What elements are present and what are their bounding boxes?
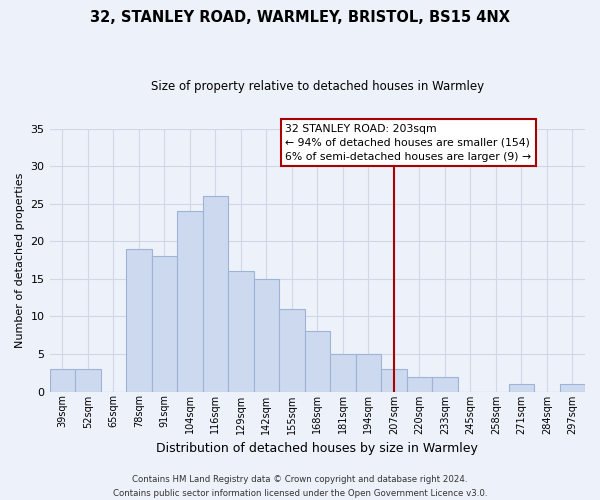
Bar [228,272,254,392]
Bar [305,332,330,392]
Bar [75,369,101,392]
Bar [560,384,585,392]
Bar [203,196,228,392]
Bar [356,354,381,392]
X-axis label: Distribution of detached houses by size in Warmley: Distribution of detached houses by size … [157,442,478,455]
Bar [152,256,177,392]
Text: 32 STANLEY ROAD: 203sqm
← 94% of detached houses are smaller (154)
6% of semi-de: 32 STANLEY ROAD: 203sqm ← 94% of detache… [285,124,531,162]
Bar [279,309,305,392]
Text: 32, STANLEY ROAD, WARMLEY, BRISTOL, BS15 4NX: 32, STANLEY ROAD, WARMLEY, BRISTOL, BS15… [90,10,510,25]
Title: Size of property relative to detached houses in Warmley: Size of property relative to detached ho… [151,80,484,93]
Bar [381,369,407,392]
Bar [330,354,356,392]
Y-axis label: Number of detached properties: Number of detached properties [15,172,25,348]
Bar [509,384,534,392]
Bar [177,212,203,392]
Bar [50,369,75,392]
Text: Contains HM Land Registry data © Crown copyright and database right 2024.
Contai: Contains HM Land Registry data © Crown c… [113,476,487,498]
Bar [432,376,458,392]
Bar [407,376,432,392]
Bar [254,279,279,392]
Bar [126,249,152,392]
